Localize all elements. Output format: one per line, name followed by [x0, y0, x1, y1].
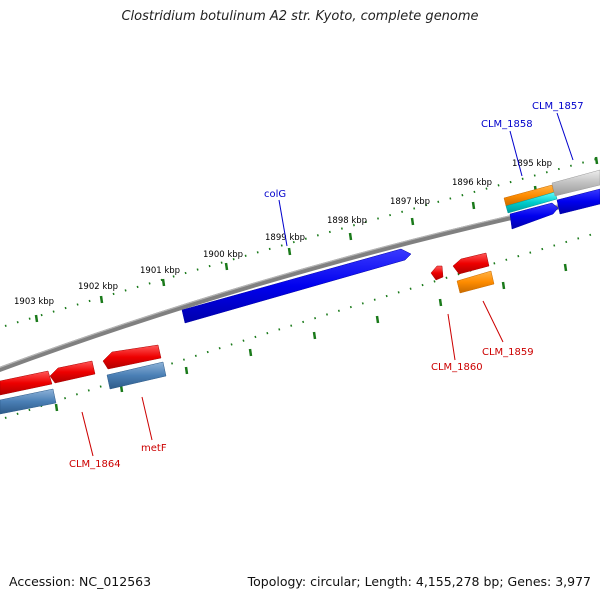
tick-label: 1895 kbp [512, 159, 552, 169]
tick-label: 1902 kbp [78, 282, 118, 292]
feature-steelblue-metF[interactable] [106, 361, 167, 390]
gene-label-CLM_1859[interactable]: CLM_1859 [482, 347, 534, 358]
tick-label: 1896 kbp [452, 178, 492, 188]
tick-label: 1903 kbp [14, 297, 54, 307]
tick-label: 1901 kbp [140, 266, 180, 276]
tick-label: 1899 kbp [265, 233, 305, 243]
gene-label-CLM_1860[interactable]: CLM_1860 [431, 362, 483, 373]
feature-cyan-forward[interactable] [505, 191, 558, 214]
map-title: Clostridium botulinum A2 str. Kyoto, com… [121, 9, 479, 24]
major-ticks-outer [34, 156, 599, 323]
tick-label: 1898 kbp [327, 216, 367, 226]
topology-text: Topology: circular; Length: 4,155,278 bp… [247, 574, 591, 589]
feature-orange-reverse[interactable] [456, 270, 495, 294]
gene-CLM_1860-arrow[interactable] [430, 265, 444, 281]
tick-track-inner [4, 231, 600, 419]
feature-gray-forward[interactable] [551, 169, 600, 197]
gene-CLM_1859-arrow[interactable] [452, 252, 490, 275]
tick-label: 1897 kbp [390, 197, 430, 207]
gene-CLM_1864-arrow[interactable] [49, 360, 96, 384]
gene-label-CLM_1864[interactable]: CLM_1864 [69, 459, 121, 470]
major-ticks-inner [54, 263, 568, 412]
gene-colG-arrow[interactable] [181, 248, 412, 324]
gene-left-red-arrow[interactable] [0, 370, 53, 396]
gene-label-CLM_1857[interactable]: CLM_1857 [532, 101, 584, 112]
tick-labels: 1895 kbp 1896 kbp 1897 kbp 1898 kbp 1899… [14, 159, 552, 307]
tick-label: 1900 kbp [203, 250, 243, 260]
feature-steelblue-left[interactable] [0, 388, 57, 415]
gene-CLM_1858-arrow[interactable] [509, 202, 559, 230]
label-leaders [81, 112, 574, 457]
accession-text: Accession: NC_012563 [9, 574, 152, 589]
gene-label-metF[interactable]: metF [141, 443, 167, 454]
gene-CLM_1857-arrow[interactable] [556, 188, 600, 215]
gene-metF-arrow[interactable] [102, 344, 162, 370]
gene-label-colG[interactable]: colG [264, 189, 286, 200]
gene-label-CLM_1858[interactable]: CLM_1858 [481, 119, 533, 130]
